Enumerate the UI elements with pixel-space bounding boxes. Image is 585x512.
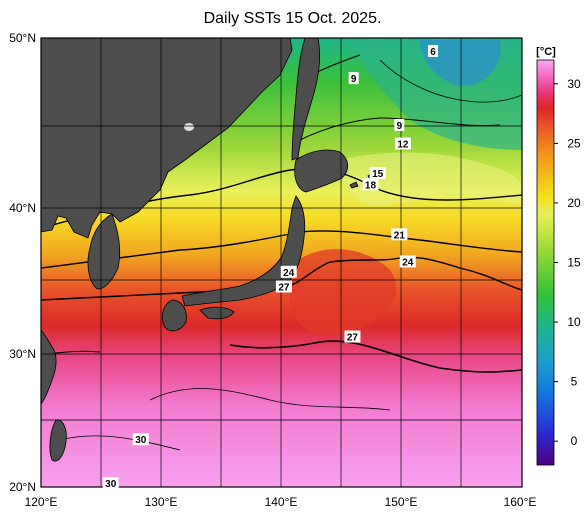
contour-label: 30 (102, 477, 119, 490)
colorbar-unit: [°C] (536, 46, 556, 58)
lat-tick-20: 20°N (9, 480, 36, 494)
lat-tick-40: 40°N (9, 201, 36, 215)
contour-label: 6 (428, 44, 439, 58)
contour-label: 18 (362, 178, 379, 191)
contour-label-text: 27 (278, 282, 290, 293)
map-frame (40, 37, 523, 488)
lat-tick-30: 30°N (9, 347, 36, 361)
land-masses (41, 38, 378, 462)
contour-label-text: 30 (105, 479, 117, 490)
colorbar-ticks: 0 5 10 15 20 25 30 (554, 77, 581, 448)
contour-label: 24 (280, 265, 297, 279)
contour-label-text: 15 (372, 169, 384, 180)
contour-label: 12 (394, 137, 411, 151)
colorbar-tick-label: 25 (567, 136, 581, 150)
lon-tick-120: 120°E (25, 495, 58, 509)
contour-label: 24 (399, 255, 416, 268)
lon-tick-130: 130°E (145, 495, 178, 509)
contour-label-text: 18 (365, 180, 377, 191)
colorbar-tick-label: 0 (571, 434, 578, 448)
contour-label-text: 27 (347, 333, 359, 344)
colorbar (536, 59, 555, 466)
lake (184, 123, 194, 131)
contour-label-text: 6 (430, 47, 436, 58)
lat-tick-50: 50°N (9, 31, 36, 45)
contour-label: 9 (394, 119, 405, 132)
contour-label-text: 30 (135, 435, 147, 446)
graticule (41, 38, 522, 487)
lon-tick-140: 140°E (265, 495, 298, 509)
lon-tick-150: 150°E (385, 495, 418, 509)
lon-tick-160: 160°E (504, 495, 537, 509)
colorbar-tick-label: 5 (571, 375, 578, 389)
colorbar-tick-label: 10 (567, 315, 581, 329)
contour-label: 30 (132, 433, 149, 446)
contour-label: 15 (369, 167, 386, 180)
contour-label: 21 (391, 228, 408, 241)
contour-label-text: 21 (394, 230, 406, 241)
contour-label: 9 (348, 72, 359, 85)
colorbar-tick-label: 15 (567, 256, 581, 270)
contour-label-text: 9 (397, 121, 403, 132)
colorbar-tick-label: 30 (567, 77, 581, 91)
contour-label-text: 12 (397, 140, 409, 151)
contour-label: 27 (344, 330, 361, 344)
contour-label-text: 9 (351, 74, 357, 85)
contour-label-text: 24 (402, 257, 414, 268)
contour-label-text: 24 (283, 268, 295, 279)
contour-label: 27 (275, 280, 292, 293)
colorbar-tick-label: 20 (567, 196, 581, 210)
map-title: Daily SSTs 15 Oct. 2025. (203, 10, 382, 27)
